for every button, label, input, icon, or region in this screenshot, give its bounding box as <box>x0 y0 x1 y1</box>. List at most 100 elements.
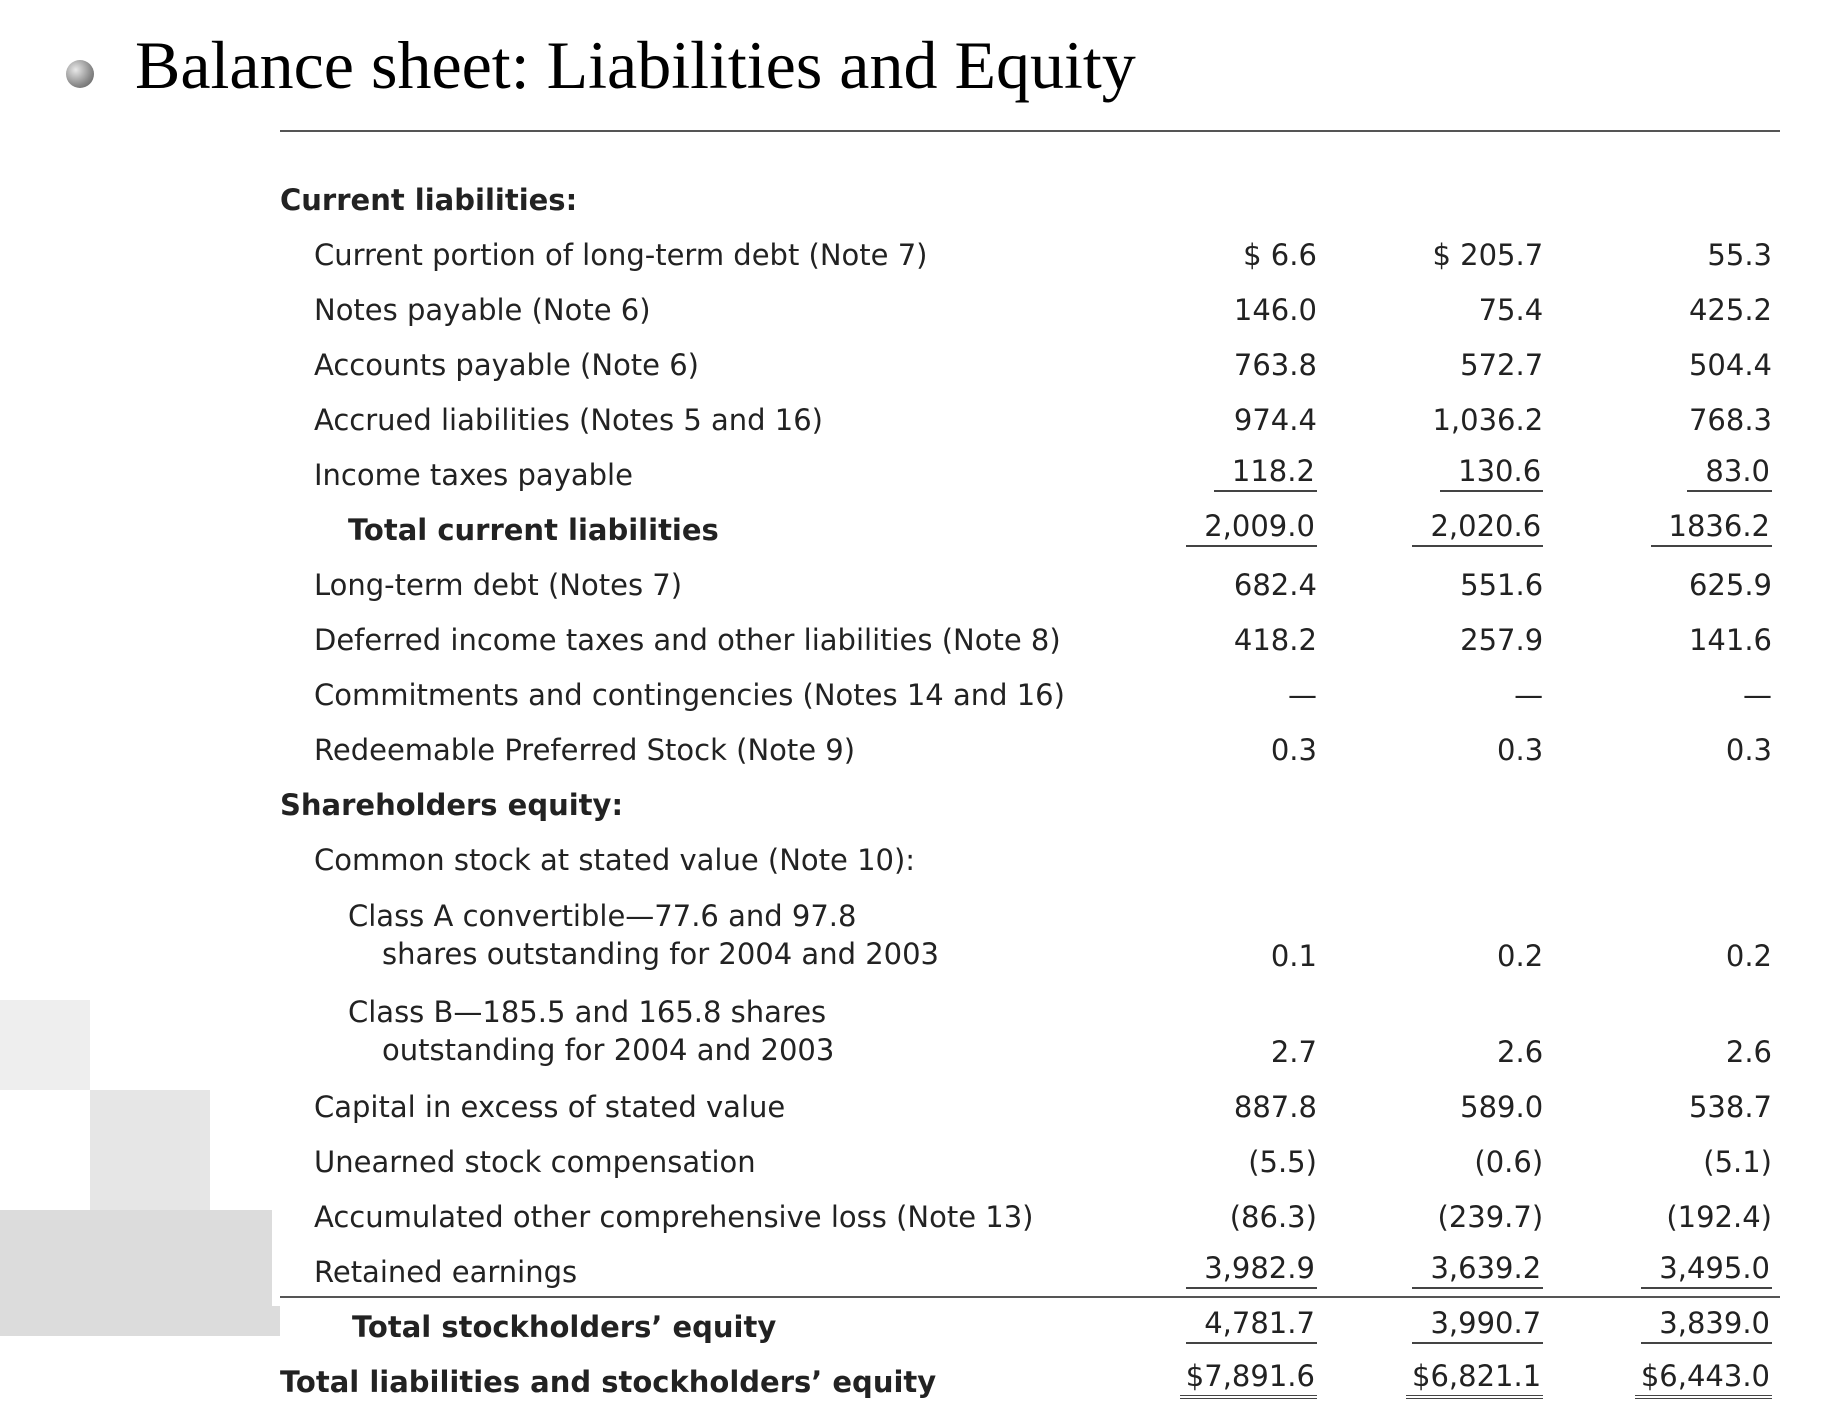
value-text: 1,036.2 <box>1432 403 1544 437</box>
value-cell: 0.3 <box>1543 718 1780 773</box>
value-cell: 4,781.7 <box>1126 1295 1317 1350</box>
value-cell: $6,821.1 <box>1317 1350 1544 1405</box>
value-cell: 974.4 <box>1126 388 1317 443</box>
value-cell: 551.6 <box>1317 553 1543 608</box>
value-text: 572.7 <box>1460 348 1544 382</box>
value-cell: 130.6 <box>1317 443 1544 498</box>
row-label: Accrued liabilities (Notes 5 and 16) <box>280 388 1126 443</box>
value-text: — <box>1287 678 1317 712</box>
label-text: Current portion of long-term debt (Note … <box>314 238 928 272</box>
bullet <box>66 60 94 88</box>
value-text: 974.4 <box>1233 403 1317 437</box>
value-text: 2.6 <box>1725 1035 1772 1069</box>
value-text: (0.6) <box>1474 1145 1544 1179</box>
value-cell: 2,009.0 <box>1126 498 1317 553</box>
value-text: 0.1 <box>1270 939 1317 973</box>
value-cell: 768.3 <box>1543 388 1780 443</box>
table-row: Accrued liabilities (Notes 5 and 16) 974.… <box>280 388 1780 443</box>
value-text: 55.3 <box>1707 238 1772 272</box>
value-text: — <box>1743 678 1772 712</box>
label-text: Current liabilities: <box>280 183 578 217</box>
value-cell: 2.6 <box>1543 979 1780 1075</box>
value-text: 75.4 <box>1478 293 1544 327</box>
value-text: (86.3) <box>1229 1200 1317 1234</box>
value-cell: $ 6.6 <box>1126 223 1317 278</box>
value-cell: 2,020.6 <box>1317 498 1544 553</box>
label-text: Commitments and contingencies (Notes 14 … <box>314 678 1065 712</box>
value-text: (5.5) <box>1248 1145 1317 1179</box>
value-text: 146.0 <box>1233 293 1317 327</box>
value-cell: (5.5) <box>1126 1130 1317 1185</box>
label-text: Total stockholders’ equity <box>352 1310 777 1344</box>
value-cell: 538.7 <box>1543 1075 1780 1130</box>
value-cell: (86.3) <box>1126 1185 1317 1240</box>
balance-table: Current liabilities: Current portion of l… <box>280 168 1780 1405</box>
value-cell: 55.3 <box>1543 223 1780 278</box>
value-cell: — <box>1126 663 1317 718</box>
value-text: (239.7) <box>1437 1200 1544 1234</box>
value-text: $6,443.0 <box>1634 1359 1772 1399</box>
value-text: 3,495.0 <box>1641 1251 1772 1289</box>
table-row: Total current liabilities 2,009.0 2,020.6 1… <box>280 498 1780 553</box>
row-label: Retained earnings <box>280 1240 1126 1295</box>
row-label: Income taxes payable <box>280 443 1126 498</box>
label-text: Deferred income taxes and other liabilit… <box>314 623 1061 657</box>
table-row: Capital in excess of stated value 887.8 58… <box>280 1075 1780 1130</box>
value-text: 551.6 <box>1460 568 1544 602</box>
row-label: Shareholders equity: <box>280 773 1126 828</box>
row-label: Notes payable (Note 6) <box>280 278 1126 333</box>
value-text: 1836.2 <box>1650 509 1772 547</box>
balance-sheet: Current liabilities: Current portion of l… <box>272 130 1780 1399</box>
table-row: Total stockholders’ equity 4,781.7 3,990.7… <box>280 1295 1780 1350</box>
value-cell: 3,495.0 <box>1543 1240 1780 1295</box>
value-cell: 504.4 <box>1543 333 1780 388</box>
value-text: 425.2 <box>1688 293 1772 327</box>
value-cell <box>1543 773 1780 828</box>
row-label: Common stock at stated value (Note 10): <box>280 828 1126 883</box>
value-text: 3,839.0 <box>1641 1306 1772 1344</box>
table-row: Retained earnings 3,982.9 3,639.2 3,495.0 <box>280 1240 1780 1295</box>
row-label: Total liabilities and stockholders’ equi… <box>280 1350 1126 1405</box>
row-label: Deferred income taxes and other liabilit… <box>280 608 1126 663</box>
value-text: 418.2 <box>1233 623 1317 657</box>
value-cell: 75.4 <box>1317 278 1544 333</box>
value-cell <box>1317 168 1543 223</box>
table-row: Class A convertible—77.6 and 97.8 shares… <box>280 883 1780 979</box>
value-text: 768.3 <box>1688 403 1772 437</box>
value-text: 3,639.2 <box>1412 1251 1544 1289</box>
value-text: 257.9 <box>1460 623 1544 657</box>
decoration <box>90 1090 210 1210</box>
value-cell: 682.4 <box>1126 553 1317 608</box>
row-label: Long-term debt (Notes 7) <box>280 553 1126 608</box>
value-cell: $6,443.0 <box>1543 1350 1780 1405</box>
value-cell: — <box>1543 663 1780 718</box>
value-cell: (192.4) <box>1543 1185 1780 1240</box>
value-text: 2,009.0 <box>1186 509 1317 547</box>
value-text: $ 6.6 <box>1243 238 1317 272</box>
table-row: Total liabilities and stockholders’ equi… <box>280 1350 1780 1405</box>
value-cell: 3,990.7 <box>1317 1295 1544 1350</box>
value-text: 118.2 <box>1213 454 1317 492</box>
label-text: Total liabilities and stockholders’ equi… <box>280 1365 937 1399</box>
table-row: Deferred income taxes and other liabilit… <box>280 608 1780 663</box>
label-text: Accrued liabilities (Notes 5 and 16) <box>314 403 824 437</box>
value-cell: 589.0 <box>1317 1075 1543 1130</box>
page: {"title": "Balance sheet: Liabilities an… <box>0 27 1780 1399</box>
value-text: 141.6 <box>1688 623 1772 657</box>
label-text: Common stock at stated value (Note 10): <box>314 843 916 877</box>
row-label: Current portion of long-term debt (Note … <box>280 223 1126 278</box>
value-text: (192.4) <box>1666 1200 1772 1234</box>
value-cell: 0.3 <box>1126 718 1317 773</box>
value-cell <box>1317 828 1543 883</box>
value-text: 3,990.7 <box>1412 1306 1544 1344</box>
row-label: Redeemable Preferred Stock (Note 9) <box>280 718 1126 773</box>
value-cell: 257.9 <box>1317 608 1543 663</box>
value-text: 2.7 <box>1270 1035 1317 1069</box>
label-text: Class B—185.5 and 165.8 shares outstandi… <box>348 995 835 1067</box>
label-text: Class A convertible—77.6 and 97.8 shares… <box>348 899 940 971</box>
value-text: 0.2 <box>1497 939 1544 973</box>
row-label: Unearned stock compensation <box>280 1130 1126 1185</box>
value-text: 625.9 <box>1688 568 1772 602</box>
value-text: 887.8 <box>1233 1090 1317 1124</box>
row-label: Capital in excess of stated value <box>280 1075 1126 1130</box>
